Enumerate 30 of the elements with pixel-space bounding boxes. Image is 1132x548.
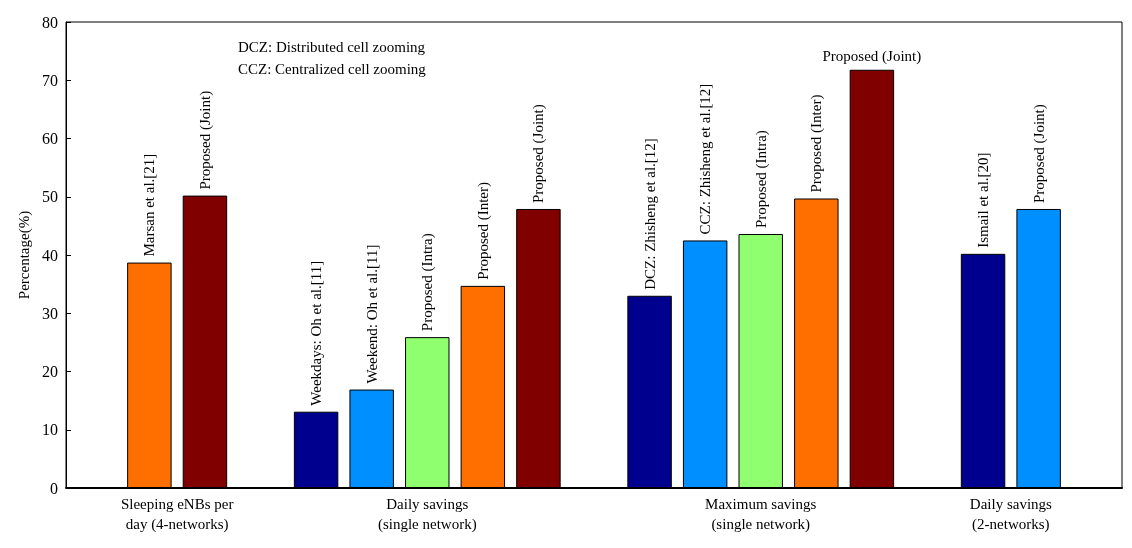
y-tick-label: 60 [42,130,58,147]
y-axis-title: Percentage(%) [15,210,33,300]
y-tick-label: 0 [50,479,58,497]
x-tick-label: Ismail et al.[20] [975,152,992,248]
y-tick-label: 10 [42,421,58,439]
x-tick-label: Proposed (Joint) [530,104,548,203]
x-tick-label: Proposed (Inter) [474,181,492,280]
x-tick-label: Marsan et al.[21] [141,153,158,257]
x-tick-label: Proposed (Joint) [822,48,922,66]
y-tick-label: 50 [42,188,58,206]
y-tick-label: 70 [42,71,58,89]
y-tick-label: 30 [42,304,58,322]
y-tick-label: 20 [42,363,58,380]
x-tick-label: Weekend: Oh et al.[11] [363,244,380,384]
x-tick-label: Proposed (Intra) [419,233,437,332]
x-tick-label: CCZ: Zhisheng et al.[12] [697,83,714,235]
annotation: CCZ: Centralized cell zooming [238,61,427,77]
annotation: DCZ: Distributed cell zooming [238,39,426,55]
x-tick-label: Proposed (Intra) [752,130,770,229]
text: Maximum savings (single network) [705,496,817,533]
text: Daily savings (single network) [377,496,477,533]
text: Daily savings (2-networks) [969,496,1053,533]
text: Sleeping eNBs per day (4-networks) [120,496,234,533]
x-tick-label: Proposed (Joint) [1030,104,1048,203]
x-tick-label: Weekdays: Oh et al.[11] [308,260,325,406]
x-tick-label: DCZ: Zhisheng et al.[12] [641,138,658,290]
y-tick-label: 80 [42,13,58,31]
y-tick-label: 40 [42,246,58,264]
x-tick-label: Proposed (Joint) [196,90,214,190]
x-tick-label: Proposed (Inter) [808,94,826,193]
